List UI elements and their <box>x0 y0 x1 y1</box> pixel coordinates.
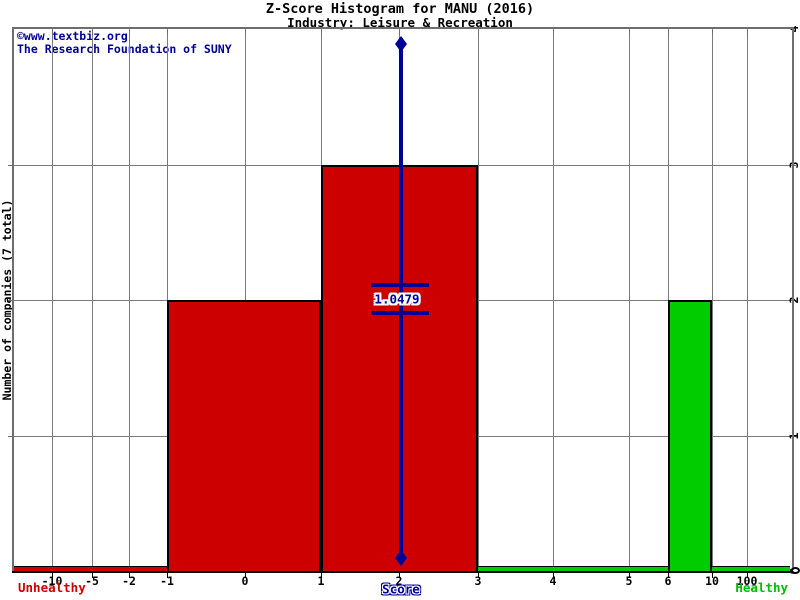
unhealthy-zone-label: Unhealthy <box>18 580 86 595</box>
marker-crossbar-bottom <box>371 311 429 315</box>
x-tick-top <box>668 30 669 35</box>
x-tick-bottom <box>52 573 53 578</box>
x-tick-top <box>478 30 479 35</box>
x-tick-bottom <box>747 573 748 578</box>
x-tick-top <box>712 30 713 35</box>
x-tick-top <box>747 30 748 35</box>
y-tick-left <box>8 436 14 437</box>
x-tick-bottom <box>129 573 130 578</box>
marker-value-label: 1.0479 <box>374 291 420 307</box>
x-tick-label: 0 <box>241 574 249 588</box>
x-tick-bottom <box>399 573 400 578</box>
watermark-line1: ©www.textbiz.org <box>17 29 128 43</box>
x-tick-bottom <box>245 573 246 578</box>
x-tick-top <box>553 30 554 35</box>
x-tick-top <box>629 30 630 35</box>
x-axis-end-marker <box>791 567 800 574</box>
x-tick-bottom <box>92 573 93 578</box>
x-tick-label: 5 <box>625 574 633 588</box>
plot-frame <box>12 27 794 573</box>
watermark-line2: The Research Foundation of SUNY <box>17 42 232 56</box>
y-tick-left <box>8 300 14 301</box>
x-tick-label: 4 <box>549 574 557 588</box>
x-tick-label: 2 <box>395 574 403 588</box>
x-tick-label: -5 <box>85 574 99 588</box>
x-tick-top <box>129 30 130 35</box>
x-tick-top <box>167 30 168 35</box>
healthy-zone-label: Healthy <box>735 580 788 595</box>
x-tick-top <box>92 30 93 35</box>
marker-crossbar-top <box>371 283 429 287</box>
x-tick-label: -2 <box>122 574 136 588</box>
x-axis-line <box>12 571 792 573</box>
watermark: ©www.textbiz.org The Research Foundation… <box>17 30 232 56</box>
x-tick-bottom <box>629 573 630 578</box>
x-tick-label: -10 <box>41 574 63 588</box>
x-tick-label: -1 <box>160 574 174 588</box>
x-tick-bottom <box>553 573 554 578</box>
x-tick-label: 3 <box>474 574 482 588</box>
x-tick-top <box>321 30 322 35</box>
marker-arrow-top <box>395 36 407 52</box>
histogram-bar <box>668 300 712 571</box>
x-tick-top <box>52 30 53 35</box>
x-tick-bottom <box>478 573 479 578</box>
x-tick-label: 1 <box>317 574 325 588</box>
x-tick-label: 6 <box>664 574 672 588</box>
y-tick-left <box>8 165 14 166</box>
x-tick-bottom <box>712 573 713 578</box>
marker-line <box>399 38 403 563</box>
marker-arrow-bottom <box>395 550 407 566</box>
x-tick-label: 100 <box>736 574 758 588</box>
x-tick-bottom <box>668 573 669 578</box>
x-tick-bottom <box>321 573 322 578</box>
zero-strip <box>14 566 167 571</box>
chart-title: Z-Score Histogram for MANU (2016) <box>265 1 535 17</box>
x-tick-top <box>245 30 246 35</box>
zero-strip <box>478 566 790 571</box>
x-tick-label: 10 <box>705 574 719 588</box>
chart-subtitle: Industry: Leisure & Recreation <box>287 15 513 30</box>
x-axis-label: Score <box>382 581 420 597</box>
x-tick-top <box>399 30 400 35</box>
x-tick-bottom <box>167 573 168 578</box>
histogram-bar <box>167 300 321 571</box>
